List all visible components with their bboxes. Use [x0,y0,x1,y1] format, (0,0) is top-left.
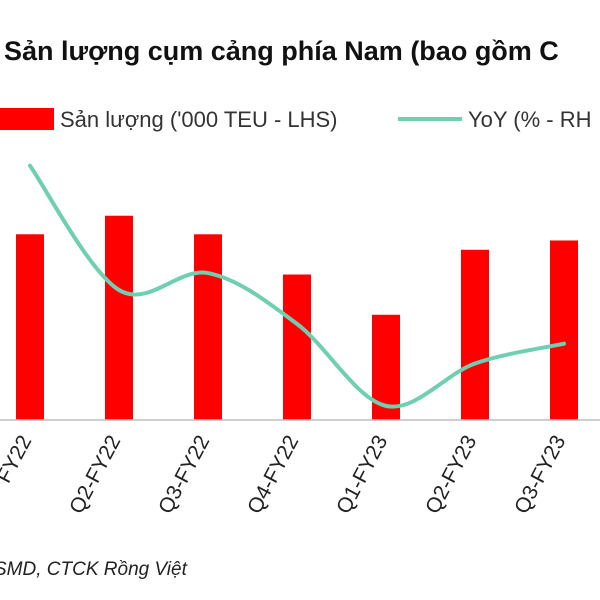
x-tick-label: FY22 [0,432,36,487]
bar-q1-fy22 [16,234,44,420]
legend-line-label: YoY (% - RH [468,107,592,132]
x-tick-label: Q2-FY22 [65,432,125,518]
chart-title: Sản lượng cụm cảng phía Nam (bao gồm C [4,36,559,66]
source-note: SMD, CTCK Rồng Việt [0,559,188,580]
bar-q2-fy22 [105,215,133,420]
bar-q4-fy22 [283,274,311,420]
bar-q2-fy23 [461,249,489,420]
bar-q3-fy23 [550,240,578,420]
x-tick-label: Q3-FY22 [154,432,214,518]
legend: Sản lượng ('000 TEU - LHS) YoY (% - RH [0,107,592,132]
bars [16,215,578,420]
legend-bar-swatch [0,108,54,130]
x-tick-label: Q3-FY23 [510,432,570,518]
x-tick-label: Q1-FY23 [332,432,392,518]
bar-q3-fy22 [194,234,222,420]
legend-bar-label: Sản lượng ('000 TEU - LHS) [60,107,338,132]
x-tick-labels: FY22 Q2-FY22 Q3-FY22 Q4-FY22 Q1-FY23 Q2-FY23 Q… [0,432,570,518]
x-tick-label: Q2-FY23 [421,432,481,518]
yoy-series-line [28,163,566,409]
x-tick-label: Q4-FY22 [243,432,303,518]
